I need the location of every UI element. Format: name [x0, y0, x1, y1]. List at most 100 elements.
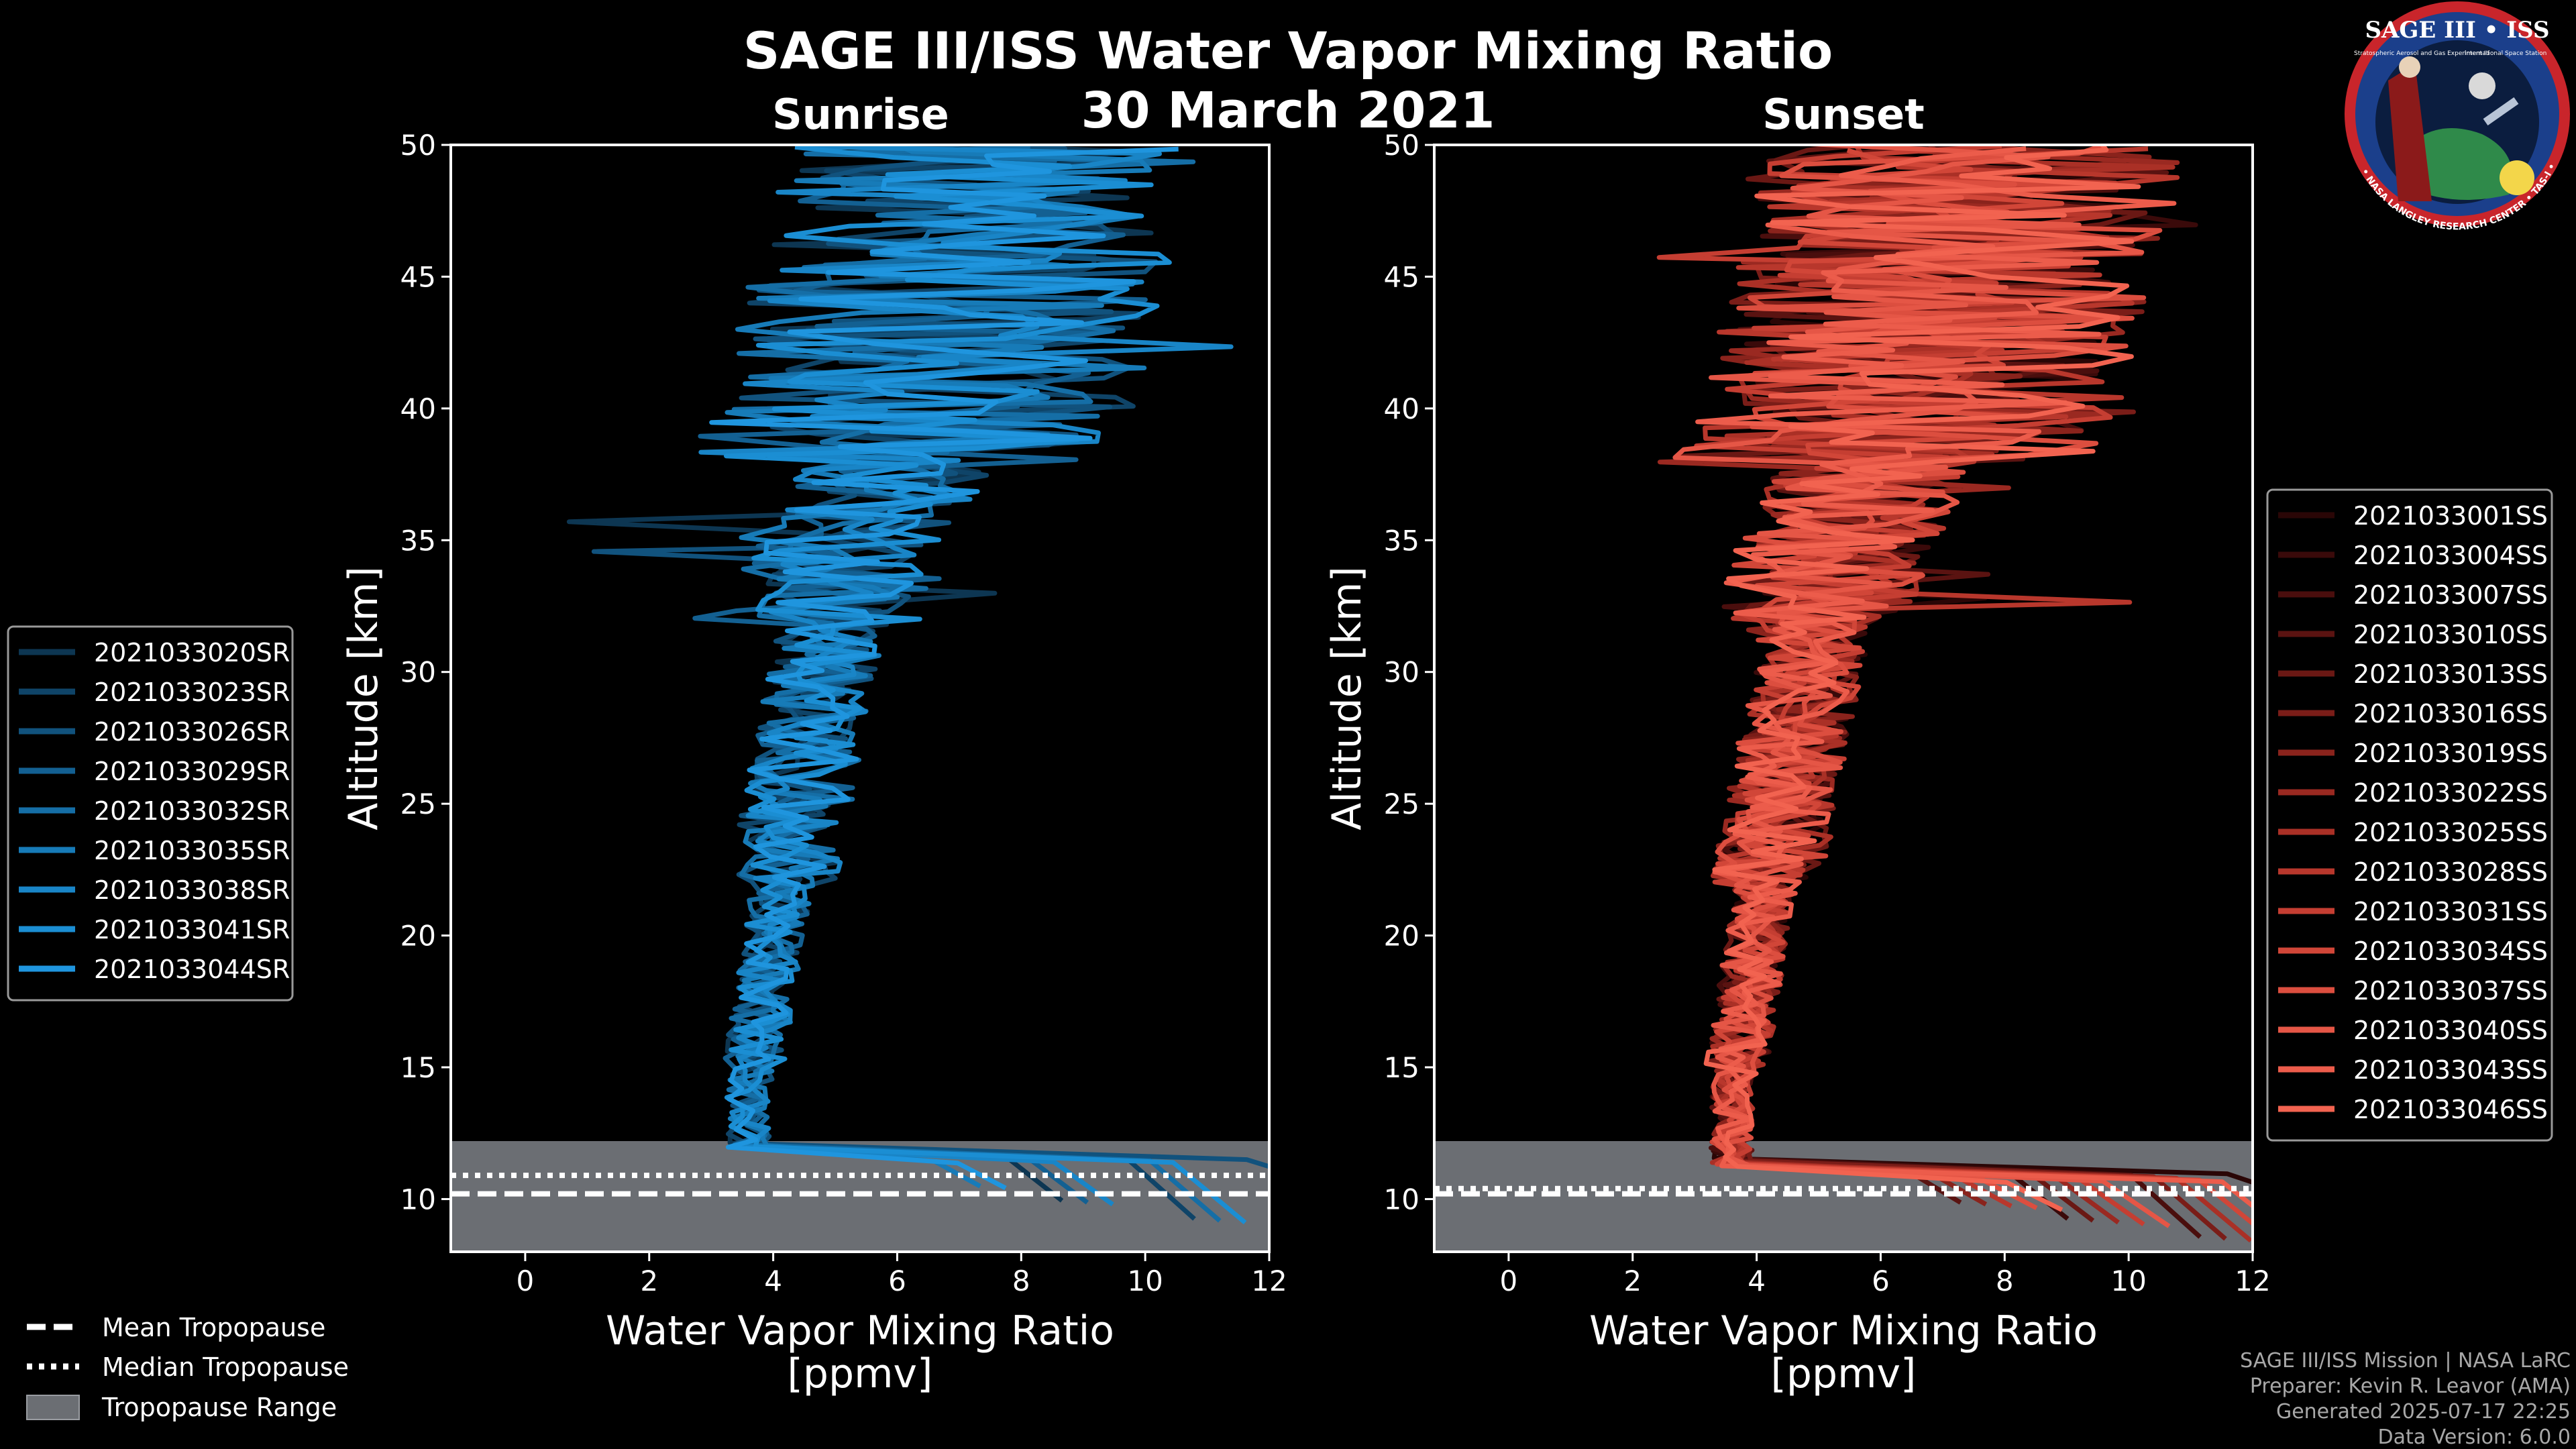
tropopause-legend: Mean Tropopause Median Tropopause Tropop… — [26, 1313, 349, 1422]
sunrise-axes-frame — [449, 144, 1271, 1253]
sunrise-ytick-label: 25 — [400, 788, 436, 820]
sunset-legend-label: 2021033019SS — [2353, 739, 2548, 768]
sunset-xtick-label: 2 — [1623, 1265, 1642, 1297]
credits: SAGE III/ISS Mission | NASA LaRC Prepare… — [2240, 1349, 2571, 1449]
sunset-axes-frame — [1433, 144, 2254, 1253]
sunrise-ytick-label: 15 — [400, 1051, 436, 1084]
sunrise-xtick-label: 10 — [1127, 1265, 1163, 1297]
sunset-panel: 0 2 4 6 8 10 12 10 15 20 25 30 35 40 45 50 Water Vapor M… — [1324, 129, 2271, 1397]
sunrise-profile-2021033020SR — [566, 145, 1154, 1203]
sunset-legend-label: 2021033016SS — [2353, 699, 2548, 729]
sunset-legend-label: 2021033043SS — [2353, 1055, 2548, 1085]
sunset-xtick-label: 6 — [1872, 1265, 1890, 1297]
sunrise-panel: 0 2 4 6 8 10 12 10 15 20 25 30 35 40 45 50 Water Vapor M… — [340, 129, 1287, 1397]
sunrise-xtick-label: 12 — [1251, 1265, 1287, 1297]
sunset-ytick-label: 50 — [1384, 129, 1419, 162]
tropopause-range-swatch — [26, 1395, 80, 1420]
sunrise-xtick-label: 4 — [764, 1265, 782, 1297]
sunrise-xlabel-line-1: Water Vapor Mixing Ratio — [606, 1307, 1114, 1354]
credit-line-1: SAGE III/ISS Mission | NASA LaRC — [2240, 1349, 2571, 1373]
sunset-legend-label: 2021033022SS — [2353, 778, 2548, 808]
sunset-legend-label: 2021033046SS — [2353, 1095, 2548, 1124]
sunrise-legend-box — [7, 625, 294, 1002]
panel-title-sunset: Sunset — [1762, 90, 1925, 139]
logo-moon-icon — [2469, 72, 2496, 99]
sunset-ytick-label: 20 — [1384, 920, 1419, 953]
tropopause-range-label: Tropopause Range — [101, 1393, 337, 1422]
credit-line-4: Data Version: 6.0.0 — [2378, 1426, 2571, 1449]
sunrise-xlabel-line-2: [ppmv] — [788, 1350, 933, 1397]
panel-title-sunrise: Sunrise — [772, 90, 949, 139]
sunset-ytick-label: 40 — [1384, 392, 1419, 425]
logo-iss-icon — [2483, 97, 2519, 125]
mean-tropopause-label: Mean Tropopause — [102, 1313, 325, 1342]
sunset-ylabel: Altitude [km] — [1324, 566, 1371, 830]
sunrise-ytick-label: 20 — [400, 920, 436, 953]
sunset-xtick-label: 0 — [1500, 1265, 1518, 1297]
sunrise-ytick-label: 40 — [400, 392, 436, 425]
sunrise-ytick-label: 45 — [400, 260, 436, 293]
sunset-ytick-label: 25 — [1384, 788, 1419, 820]
sunset-plot-area — [1434, 145, 2253, 1252]
sunset-ytick-label: 35 — [1384, 524, 1419, 557]
logo-sage-head-icon — [2399, 56, 2420, 78]
sunrise-xtick-label: 8 — [1012, 1265, 1030, 1297]
logo-subtitle-2: International Space Station — [2465, 50, 2547, 57]
sunset-ytick-label: 10 — [1384, 1183, 1419, 1216]
logo-sun-icon — [2500, 160, 2534, 195]
sunset-xtick-label: 10 — [2110, 1265, 2146, 1297]
sunrise-xtick-label: 0 — [517, 1265, 535, 1297]
sunrise-xtick-label: 6 — [888, 1265, 906, 1297]
sunset-legend: 2021033001SS 2021033004SS 2021033007SS 2021… — [2266, 488, 2553, 1142]
sunrise-profile-2021033038SR — [698, 145, 1234, 1207]
sunrise-legend-label: 2021033032SR — [94, 796, 290, 826]
sunset-legend-label: 2021033025SS — [2353, 818, 2548, 847]
sunrise-plot-area — [451, 145, 1269, 1252]
sunset-xtick-label: 4 — [1748, 1265, 1766, 1297]
logo-subtitle: Stratospheric Aerosol and Gas Experiment… — [2354, 50, 2489, 57]
sunrise-ytick-label: 50 — [400, 129, 436, 162]
sunrise-xtick-label: 2 — [640, 1265, 658, 1297]
sunrise-legend-label: 2021033023SR — [94, 678, 290, 707]
sunrise-legend-label: 2021033029SR — [94, 757, 290, 786]
sunset-legend-label: 2021033037SS — [2353, 976, 2548, 1006]
sunset-profile-2021033037SS — [1713, 145, 2163, 1210]
figure-date: 30 March 2021 — [1081, 82, 1495, 140]
credit-line-3: Generated 2025-07-17 22:25 — [2276, 1400, 2571, 1424]
sunrise-legend-label: 2021033026SR — [94, 717, 290, 747]
sunrise-legend-label: 2021033044SR — [94, 955, 290, 984]
sunset-ytick-label: 30 — [1384, 656, 1419, 689]
sunset-ytick-label: 45 — [1384, 260, 1419, 293]
sunrise-ylabel: Altitude [km] — [340, 566, 387, 830]
sunset-legend-label: 2021033040SS — [2353, 1016, 2548, 1045]
sunset-legend-label: 2021033013SS — [2353, 659, 2548, 689]
sunset-legend-label: 2021033028SS — [2353, 857, 2548, 887]
sunrise-profile-2021033044SR — [709, 146, 1179, 1191]
logo-title: SAGE III • ISS — [2365, 17, 2549, 44]
sunset-xtick-label: 8 — [1996, 1265, 2014, 1297]
sunset-profile-2021033046SS — [1703, 145, 2141, 1212]
sunrise-legend-label: 2021033020SR — [94, 638, 290, 667]
sunset-legend-label: 2021033010SS — [2353, 620, 2548, 649]
sunset-legend-label: 2021033001SS — [2353, 501, 2548, 531]
sunrise-legend: 2021033020SR 2021033023SR 2021033026SR 2021… — [7, 625, 294, 1002]
sunrise-legend-label: 2021033035SR — [94, 836, 290, 865]
sunset-legend-label: 2021033007SS — [2353, 580, 2548, 610]
sunrise-legend-label: 2021033038SR — [94, 875, 290, 905]
sunset-legend-label: 2021033034SS — [2353, 936, 2548, 966]
figure-title: SAGE III/ISS Water Vapor Mixing Ratio — [743, 21, 1833, 80]
sunrise-ytick-label: 10 — [400, 1183, 436, 1216]
sunset-legend-label: 2021033031SS — [2353, 897, 2548, 926]
logo-sage-figure-icon — [2388, 64, 2432, 201]
sunset-legend-label: 2021033004SS — [2353, 541, 2548, 570]
sunrise-legend-label: 2021033041SR — [94, 915, 290, 945]
sunset-xtick-label: 12 — [2235, 1265, 2270, 1297]
sunrise-ytick-label: 35 — [400, 524, 436, 557]
median-tropopause-label: Median Tropopause — [102, 1352, 349, 1382]
credit-line-2: Preparer: Kevin R. Leavor (AMA) — [2250, 1375, 2571, 1398]
sunset-xlabel-line-2: [ppmv] — [1771, 1350, 1917, 1397]
sunset-ytick-label: 15 — [1384, 1051, 1419, 1084]
sunset-xlabel-line-1: Water Vapor Mixing Ratio — [1589, 1307, 2098, 1354]
sunrise-ytick-label: 30 — [400, 656, 436, 689]
